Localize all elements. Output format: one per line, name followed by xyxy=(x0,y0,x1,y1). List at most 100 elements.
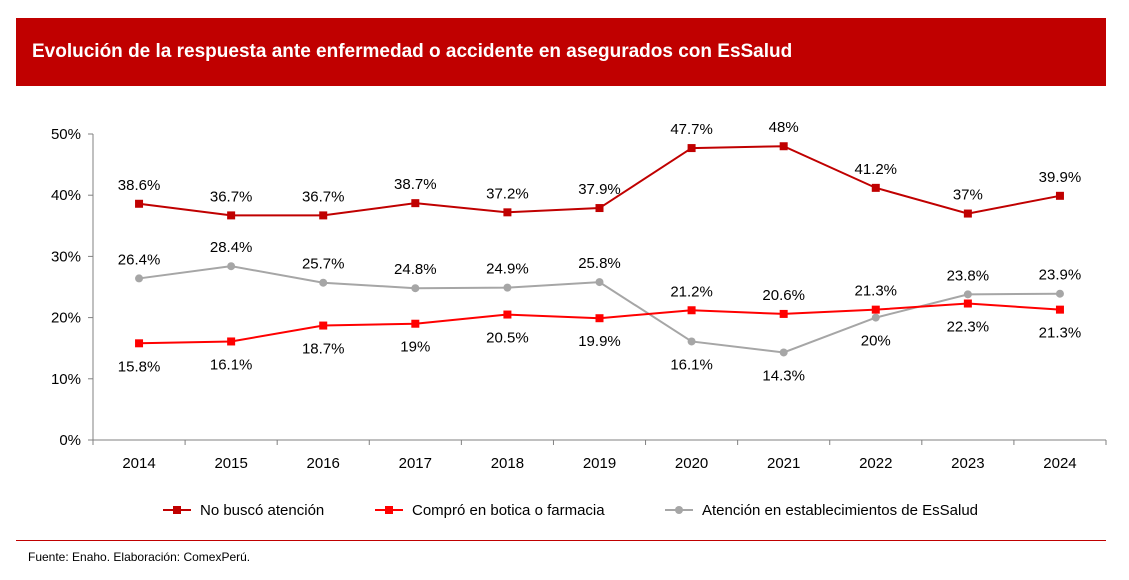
x-tick-label: 2020 xyxy=(675,455,708,472)
series-0 xyxy=(135,142,1064,220)
data-label: 23.9% xyxy=(1039,267,1082,284)
data-point xyxy=(1055,305,1064,314)
data-label: 28.4% xyxy=(210,239,253,256)
chart-data-labels: 38.6% 36.7% 36.7% 38.7% 37.2% 37.9% 47.7% 48% 41… xyxy=(118,119,1081,384)
data-label: 20.6% xyxy=(762,287,805,304)
data-point xyxy=(411,319,420,328)
data-point xyxy=(319,278,328,287)
x-tick-label: 2019 xyxy=(583,455,616,472)
data-label: 25.7% xyxy=(302,256,345,273)
source-note: Fuente: Enaho. Elaboración: ComexPerú. xyxy=(28,550,251,564)
y-tick-label: 40% xyxy=(51,187,81,204)
chart-title: Evolución de la respuesta ante enfermeda… xyxy=(32,41,793,62)
data-point xyxy=(595,204,604,213)
data-label: 19.9% xyxy=(578,333,621,350)
data-point xyxy=(135,199,144,208)
data-point xyxy=(227,337,236,346)
title-bar: Evolución de la respuesta ante enfermeda… xyxy=(16,18,1106,86)
data-label: 24.8% xyxy=(394,261,437,278)
y-tick-label: 10% xyxy=(51,371,81,388)
legend-item: No buscó atención xyxy=(163,502,324,519)
data-label: 38.6% xyxy=(118,177,161,194)
data-point xyxy=(227,262,236,271)
data-label: 23.8% xyxy=(947,267,990,284)
data-point xyxy=(871,305,880,314)
line-chart: 0% 10% 20% 30% 40% 50% 2014 2015 2016 2017 2018 201… xyxy=(51,119,1107,519)
data-label: 39.9% xyxy=(1039,169,1082,186)
chart-axes: 0% 10% 20% 30% 40% 50% 2014 2015 2016 2017 2018 201… xyxy=(51,126,1107,472)
legend-item: Atención en establecimientos de EsSalud xyxy=(665,502,978,519)
y-tick-label: 50% xyxy=(51,126,81,143)
legend-marker xyxy=(173,506,181,514)
data-point xyxy=(411,199,420,208)
data-point xyxy=(779,348,788,357)
legend-marker xyxy=(385,506,393,514)
data-point xyxy=(503,283,512,292)
y-tick-label: 20% xyxy=(51,310,81,327)
chart-legend: No buscó atención Compró en botica o farm… xyxy=(163,502,978,519)
data-point xyxy=(503,208,512,217)
series-2 xyxy=(135,262,1064,357)
data-label: 19% xyxy=(400,339,430,356)
x-tick-label: 2021 xyxy=(767,455,800,472)
x-tick-label: 2015 xyxy=(214,455,247,472)
data-label: 20.5% xyxy=(486,330,529,347)
data-point xyxy=(227,211,236,220)
data-label: 20% xyxy=(861,333,891,350)
data-point xyxy=(135,339,144,348)
data-label: 47.7% xyxy=(670,121,713,138)
data-label: 21.2% xyxy=(670,283,713,300)
x-tick-label: 2024 xyxy=(1043,455,1076,472)
legend-label: No buscó atención xyxy=(200,502,324,519)
data-label: 16.1% xyxy=(670,356,713,373)
data-label: 38.7% xyxy=(394,176,437,193)
y-tick-label: 30% xyxy=(51,248,81,265)
data-point xyxy=(1055,289,1064,298)
footer-divider xyxy=(16,540,1106,541)
x-tick-label: 2017 xyxy=(399,455,432,472)
x-tick-label: 2014 xyxy=(122,455,155,472)
data-point xyxy=(779,142,788,151)
data-label: 18.7% xyxy=(302,341,345,358)
data-point xyxy=(687,306,696,315)
data-point xyxy=(411,284,420,293)
data-label: 26.4% xyxy=(118,251,161,268)
x-tick-label: 2022 xyxy=(859,455,892,472)
data-label: 16.1% xyxy=(210,356,253,373)
data-point xyxy=(135,274,144,283)
data-point xyxy=(963,290,972,299)
data-label: 36.7% xyxy=(302,188,345,205)
series-1 xyxy=(135,299,1064,348)
data-label: 21.3% xyxy=(854,283,897,300)
legend-label: Atención en establecimientos de EsSalud xyxy=(702,502,978,519)
legend-marker xyxy=(675,506,683,514)
x-tick-label: 2023 xyxy=(951,455,984,472)
data-point xyxy=(319,211,328,220)
legend-label: Compró en botica o farmacia xyxy=(412,502,605,519)
data-label: 37.9% xyxy=(578,181,621,198)
x-tick-label: 2016 xyxy=(307,455,340,472)
data-label: 21.3% xyxy=(1039,325,1082,342)
data-point xyxy=(963,299,972,308)
data-label: 22.3% xyxy=(947,319,990,336)
data-point xyxy=(687,337,696,346)
data-label: 37% xyxy=(953,187,983,204)
data-point xyxy=(595,278,604,287)
legend-item: Compró en botica o farmacia xyxy=(375,502,605,519)
y-tick-label: 0% xyxy=(59,432,81,449)
data-label: 24.9% xyxy=(486,261,529,278)
data-point xyxy=(963,209,972,218)
data-label: 15.8% xyxy=(118,358,161,375)
x-tick-label: 2018 xyxy=(491,455,524,472)
data-label: 25.8% xyxy=(578,255,621,272)
data-point xyxy=(319,321,328,330)
data-label: 36.7% xyxy=(210,188,253,205)
chart-series xyxy=(135,142,1064,357)
data-label: 41.2% xyxy=(854,161,897,178)
data-label: 37.2% xyxy=(486,185,529,202)
data-point xyxy=(779,309,788,318)
data-point xyxy=(595,314,604,323)
data-point xyxy=(871,313,880,322)
data-point xyxy=(871,183,880,192)
data-point xyxy=(687,144,696,153)
